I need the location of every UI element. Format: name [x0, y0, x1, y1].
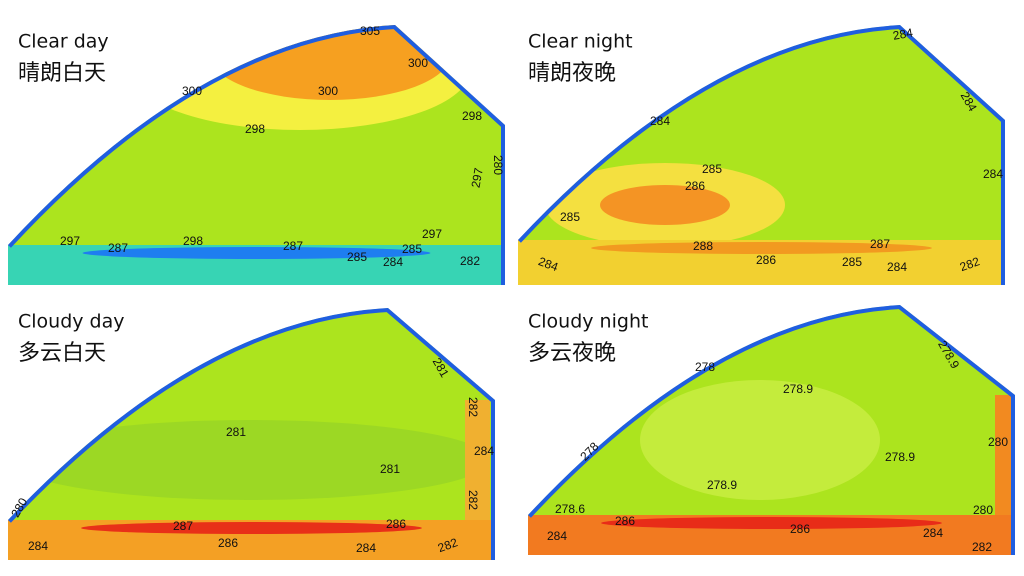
title-zh: 多云夜晚 [528, 341, 616, 366]
contour-label: 297 [422, 227, 442, 241]
contour-label: 284 [474, 444, 494, 458]
wall-edge [528, 305, 1015, 555]
contour-label: 278.6 [555, 502, 585, 516]
floor-core [82, 247, 431, 259]
contour-label: 284 [28, 539, 48, 553]
contour-label: 284 [356, 541, 376, 555]
wall-edge [518, 25, 1005, 285]
contour-label: 288 [693, 239, 713, 253]
title-en: Cloudy night [528, 311, 648, 333]
contour-label: 287 [870, 237, 890, 251]
contour-label: 285 [402, 242, 422, 256]
contour-label: 281 [226, 425, 246, 439]
contour-label: 284 [892, 25, 914, 42]
contour-label: 286 [386, 517, 406, 531]
contour-label: 287 [108, 241, 128, 255]
contour-label: 300 [182, 84, 202, 98]
contour-label: 285 [560, 210, 580, 224]
contour-label: 284 [547, 529, 567, 543]
contour-field [10, 420, 490, 500]
contour-label: 298 [245, 122, 265, 136]
wall-edge [8, 25, 505, 285]
contour-label: 282 [972, 540, 992, 554]
contour-label: 280 [491, 155, 505, 175]
contour-label: 282 [436, 535, 460, 555]
contour-label: 284 [887, 260, 907, 274]
contour-label: 284 [923, 526, 943, 540]
contour-label: 282 [466, 397, 480, 417]
contour-label: 286 [790, 522, 810, 536]
contour-label: 280 [973, 503, 993, 517]
contour-label: 286 [685, 179, 705, 193]
title-zh: 晴朗白天 [18, 61, 106, 86]
contour-label: 280 [988, 435, 1008, 449]
contour-panel [518, 25, 1005, 285]
contour-label: 284 [536, 254, 560, 274]
title-zh: 多云白天 [18, 341, 106, 366]
floor-core [601, 517, 942, 529]
contour-label: 298 [462, 109, 482, 123]
contour-label: 284 [383, 255, 403, 269]
contour-label: 287 [283, 239, 303, 253]
title-en: Clear day [18, 31, 109, 53]
contour-label: 282 [460, 254, 480, 268]
contour-label: 278.9 [885, 450, 915, 464]
contour-label: 286 [218, 536, 238, 550]
contour-label: 285 [702, 162, 722, 176]
contour-label: 300 [408, 56, 428, 70]
floor-core [591, 242, 932, 254]
contour-label: 287 [173, 519, 193, 533]
contour-field [640, 380, 880, 500]
title-zh: 晴朗夜晚 [528, 61, 616, 86]
title-en: Clear night [528, 31, 633, 53]
contour-label: 285 [347, 250, 367, 264]
contour-panel [8, 25, 505, 285]
contour-label: 278 [695, 360, 715, 374]
contour-label: 278.9 [783, 382, 813, 396]
floor-core [81, 522, 422, 534]
contour-field [600, 185, 730, 225]
contour-label: 281 [380, 462, 400, 476]
contour-label: 285 [842, 255, 862, 269]
contour-label: 297 [469, 166, 486, 188]
contour-label: 282 [958, 254, 982, 274]
contour-label: 286 [756, 253, 776, 267]
title-en: Cloudy day [18, 311, 125, 333]
contour-label: 300 [318, 84, 338, 98]
contour-panel [528, 305, 1015, 555]
contour-label: 282 [466, 490, 480, 510]
contour-label: 297 [60, 234, 80, 248]
contour-label: 298 [183, 234, 203, 248]
contour-label: 284 [650, 114, 670, 128]
contour-label: 286 [615, 514, 635, 528]
contour-label: 278.9 [707, 478, 737, 492]
contour-panel [8, 308, 495, 560]
wall-edge [8, 308, 495, 560]
contour-label: 284 [983, 167, 1003, 181]
contour-label: 305 [360, 24, 380, 38]
